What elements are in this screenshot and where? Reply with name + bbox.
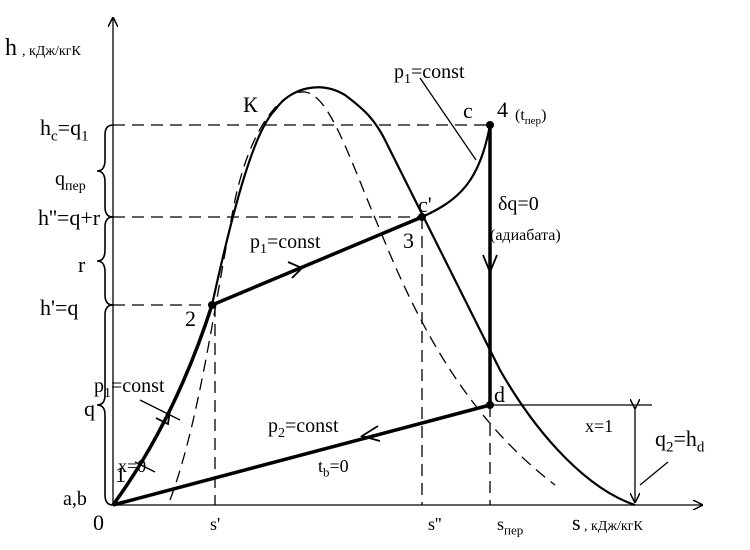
label-part: s''	[428, 514, 442, 534]
label-part: 0	[93, 510, 104, 535]
label: , кДж/кгК	[584, 519, 643, 534]
guides	[113, 124, 491, 505]
label: p1=const	[250, 231, 321, 257]
label-part: 1	[260, 242, 267, 257]
label: 2	[185, 306, 196, 331]
label-part: =const	[267, 231, 321, 253]
label: hc=q1	[40, 115, 89, 145]
label-part: c	[463, 98, 473, 123]
label: q2=hd	[655, 426, 705, 456]
label-part: q	[84, 396, 95, 421]
label: , кДж/кгК	[22, 44, 81, 59]
label: h'=q	[40, 295, 78, 320]
label-part: q	[55, 168, 65, 190]
label-part: (t	[515, 107, 525, 124]
label: 4	[497, 97, 508, 122]
label-part: a,b	[63, 488, 87, 510]
label-part: (адиабата)	[490, 227, 561, 244]
label: h	[5, 35, 17, 61]
direction-arrows	[155, 254, 498, 442]
label: s''	[428, 514, 442, 534]
label: tb=0	[318, 456, 349, 480]
label-part: s	[497, 514, 504, 534]
label-part: s'	[210, 514, 220, 534]
label-part: x=1	[585, 416, 613, 436]
label-part: 2	[185, 306, 196, 331]
label-part: b	[323, 465, 330, 480]
label-part: p	[268, 415, 278, 437]
label-part: пер	[65, 179, 86, 194]
label: 3	[403, 228, 414, 253]
braces	[96, 124, 114, 506]
label: x=1	[585, 416, 613, 436]
dashed-curve	[169, 91, 556, 501]
label-part: x=0	[118, 456, 146, 476]
points	[208, 121, 494, 409]
label: (адиабата)	[490, 227, 561, 244]
label-part: 1	[104, 386, 111, 401]
label: c'	[418, 192, 432, 217]
leaders	[134, 77, 669, 486]
label-part: δq=0	[498, 193, 539, 215]
label-part: )	[541, 107, 546, 124]
label-part: =q	[58, 115, 81, 140]
label-part: h'=q	[40, 295, 78, 320]
label-part: К	[243, 92, 258, 117]
label-part: 4	[497, 97, 508, 122]
process-d-0	[112, 403, 491, 507]
label-part: =const	[111, 375, 165, 397]
label: (tпер)	[515, 107, 546, 127]
label: a,b	[63, 488, 87, 510]
label: c	[463, 98, 473, 123]
label: x=0	[118, 456, 146, 476]
label-part: пер	[525, 115, 542, 127]
label: q	[84, 396, 95, 421]
label-part: пер	[504, 523, 523, 538]
label: p1=const	[394, 61, 465, 87]
label-part: r	[78, 252, 86, 277]
label-part: h''=q+r	[38, 205, 101, 230]
process-2-3	[211, 215, 423, 307]
label-part: h	[40, 115, 51, 140]
label: sпер	[497, 514, 523, 538]
label: 0	[93, 510, 104, 535]
label-part: , кДж/кгК	[584, 519, 643, 534]
label: s	[572, 510, 581, 535]
label-part: 3	[403, 228, 414, 253]
label-part: d	[494, 382, 505, 407]
label-part: =const	[411, 61, 465, 83]
superheat-line	[421, 124, 492, 219]
label-part: c'	[418, 192, 432, 217]
label: δq=0	[498, 193, 539, 215]
label-part: p	[250, 231, 260, 253]
label: 1	[115, 462, 126, 487]
label-part: =0	[330, 456, 349, 476]
label-part: , кДж/кгК	[22, 44, 81, 59]
label-part: s	[572, 510, 581, 535]
label: d	[494, 382, 505, 407]
label-part: t	[318, 456, 323, 476]
label: r	[78, 252, 86, 277]
label-part: p	[94, 375, 104, 397]
label-part: =h	[674, 426, 697, 451]
label-part: p	[394, 61, 404, 83]
label: p2=const	[268, 415, 339, 441]
label-part: 1	[404, 72, 411, 87]
label-part: h	[5, 35, 17, 61]
label-part: 1	[115, 462, 126, 487]
saturation-curve	[210, 86, 636, 507]
label-part: 2	[666, 440, 674, 456]
label-part: q	[655, 426, 666, 451]
label-part: c	[51, 129, 58, 145]
label: h''=q+r	[38, 205, 101, 230]
label-part: =const	[285, 415, 339, 437]
label-part: 2	[278, 426, 285, 441]
label-part: d	[697, 440, 705, 456]
label: К	[243, 92, 258, 117]
label: p1=const	[94, 375, 165, 401]
label: s'	[210, 514, 220, 534]
label-part: 1	[81, 129, 89, 145]
label: qпер	[55, 168, 86, 194]
